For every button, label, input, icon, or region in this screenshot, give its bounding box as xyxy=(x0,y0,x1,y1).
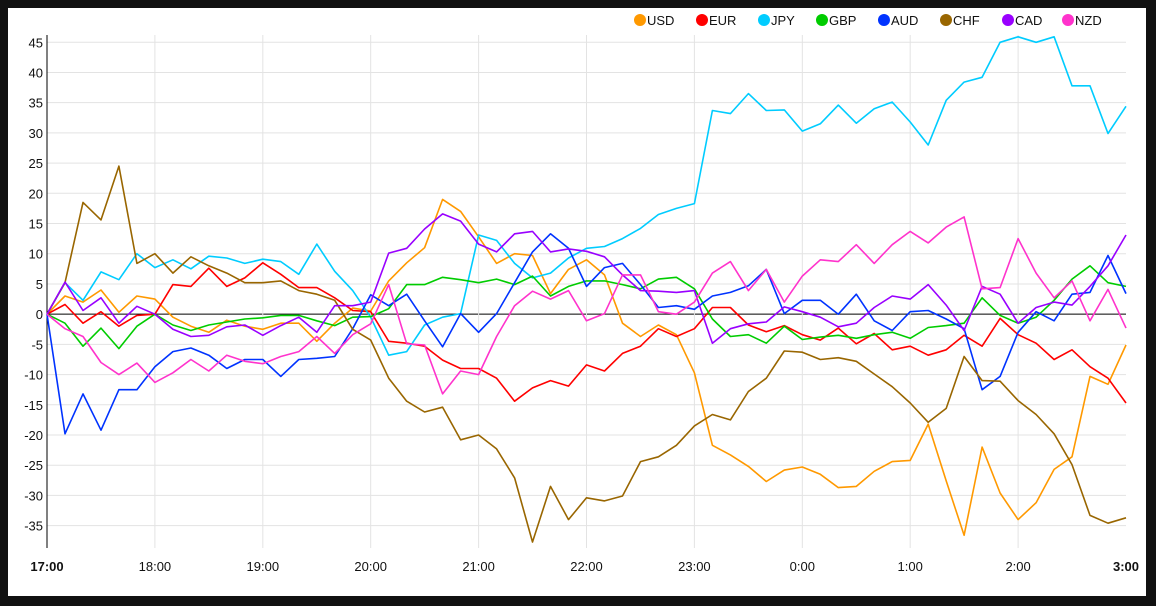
legend-label-chf[interactable]: CHF xyxy=(953,13,980,28)
legend-label-eur[interactable]: EUR xyxy=(709,13,736,28)
y-tick-label: -30 xyxy=(24,488,43,503)
series-line-cad xyxy=(46,213,1127,345)
x-tick-label: 21:00 xyxy=(462,559,495,574)
y-tick-label: 40 xyxy=(29,65,43,80)
series-line-nzd xyxy=(46,216,1127,395)
series-line-jpy xyxy=(46,35,1127,357)
y-tick-label: -35 xyxy=(24,519,43,534)
legend-marker-nzd-icon[interactable] xyxy=(1062,14,1074,26)
x-tick-label: 18:00 xyxy=(139,559,172,574)
legend-label-usd[interactable]: USD xyxy=(647,13,674,28)
y-tick-label: 10 xyxy=(29,247,43,262)
y-tick-label: -15 xyxy=(24,398,43,413)
y-tick-label: -5 xyxy=(31,337,43,352)
y-tick-label: 20 xyxy=(29,186,43,201)
series-line-aud xyxy=(46,233,1127,435)
legend-marker-eur-icon[interactable] xyxy=(696,14,708,26)
x-tick-label: 2:00 xyxy=(1005,559,1030,574)
y-tick-label: 15 xyxy=(29,217,43,232)
legend-label-gbp[interactable]: GBP xyxy=(829,13,856,28)
legend-marker-gbp-icon[interactable] xyxy=(816,14,828,26)
x-tick-label: 19:00 xyxy=(247,559,280,574)
x-tick-label: 17:00 xyxy=(30,559,63,574)
y-tick-label: -20 xyxy=(24,428,43,443)
series-line-gbp xyxy=(46,264,1127,350)
series-line-chf xyxy=(46,165,1127,543)
legend-marker-jpy-icon[interactable] xyxy=(758,14,770,26)
x-tick-label: 0:00 xyxy=(790,559,815,574)
x-tick-label: 22:00 xyxy=(570,559,603,574)
legend-marker-usd-icon[interactable] xyxy=(634,14,646,26)
legend-label-nzd[interactable]: NZD xyxy=(1075,13,1102,28)
y-tick-label: 5 xyxy=(36,277,43,292)
legend-marker-aud-icon[interactable] xyxy=(878,14,890,26)
y-tick-label: 45 xyxy=(29,35,43,50)
chart-panel: 45 40 35 30 25 20 15 10 5 0 -5 -10 -15 -20 -25 -30 -35 17… xyxy=(8,8,1146,596)
y-tick-label: 25 xyxy=(29,156,43,171)
y-tick-label: 35 xyxy=(29,96,43,111)
legend-marker-cad-icon[interactable] xyxy=(1002,14,1014,26)
x-tick-label: 3:00 xyxy=(1113,559,1139,574)
legend-label-cad[interactable]: CAD xyxy=(1015,13,1042,28)
y-tick-label: 0 xyxy=(36,307,43,322)
series-line-usd xyxy=(46,198,1127,537)
x-tick-label: 23:00 xyxy=(678,559,711,574)
y-tick-label: -10 xyxy=(24,368,43,383)
series-line-eur xyxy=(46,262,1127,404)
legend-marker-chf-icon[interactable] xyxy=(940,14,952,26)
y-tick-label: 30 xyxy=(29,126,43,141)
x-tick-label: 1:00 xyxy=(898,559,923,574)
legend-label-jpy[interactable]: JPY xyxy=(771,13,795,28)
x-tick-label: 20:00 xyxy=(354,559,387,574)
line-chart: 45 40 35 30 25 20 15 10 5 0 -5 -10 -15 -20 -25 -30 -35 17… xyxy=(24,13,1139,574)
legend-label-aud[interactable]: AUD xyxy=(891,13,918,28)
y-tick-label: -25 xyxy=(24,458,43,473)
